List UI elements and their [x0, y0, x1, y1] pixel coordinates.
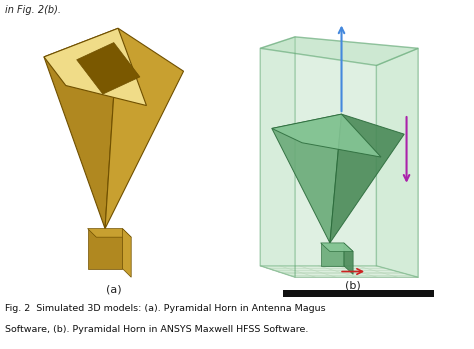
Polygon shape — [260, 37, 295, 277]
Polygon shape — [272, 114, 381, 157]
Polygon shape — [295, 37, 418, 277]
Polygon shape — [88, 229, 122, 269]
Text: in Fig. 2(b).: in Fig. 2(b). — [5, 5, 61, 15]
Text: Software, (b). Pyramidal Horn in ANSYS Maxwell HFSS Software.: Software, (b). Pyramidal Horn in ANSYS M… — [5, 325, 308, 334]
Text: Fig. 2  Simulated 3D models: (a). Pyramidal Horn in Antenna Magus: Fig. 2 Simulated 3D models: (a). Pyramid… — [5, 304, 325, 313]
Polygon shape — [320, 243, 353, 252]
Polygon shape — [376, 48, 418, 277]
Polygon shape — [272, 114, 341, 243]
Polygon shape — [44, 28, 118, 229]
Polygon shape — [44, 28, 146, 105]
Bar — [283, 290, 434, 297]
Polygon shape — [77, 43, 140, 94]
Text: (a): (a) — [106, 284, 121, 295]
Polygon shape — [260, 37, 418, 66]
Polygon shape — [344, 243, 353, 274]
Polygon shape — [88, 229, 131, 237]
Polygon shape — [330, 114, 404, 243]
Text: (b): (b) — [345, 280, 361, 290]
Polygon shape — [320, 243, 344, 266]
Polygon shape — [122, 229, 131, 277]
Polygon shape — [260, 266, 418, 277]
Polygon shape — [105, 28, 183, 229]
Polygon shape — [260, 48, 376, 266]
